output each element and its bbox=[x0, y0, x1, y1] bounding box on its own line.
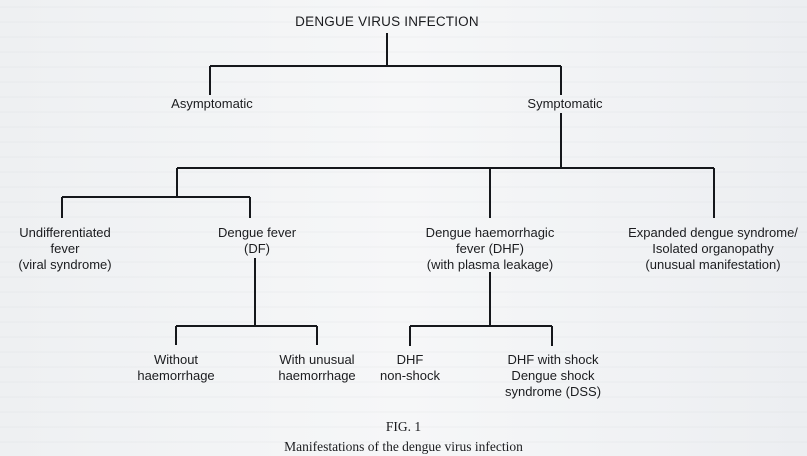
node-undifferentiated-fever: Undifferentiated fever (viral syndrome) bbox=[18, 225, 111, 273]
expanded-line-1: Expanded dengue syndrome/ bbox=[628, 225, 798, 240]
dengue-fever-line-2: (DF) bbox=[244, 241, 270, 256]
symptomatic-label: Symptomatic bbox=[527, 96, 603, 111]
expanded-line-3: (unusual manifestation) bbox=[645, 257, 781, 272]
node-dhf-non-shock: DHF non-shock bbox=[380, 352, 440, 384]
figure-title: Manifestations of the dengue virus infec… bbox=[284, 439, 523, 454]
root-label: DENGUE VIRUS INFECTION bbox=[295, 14, 479, 29]
node-with-unusual-haemorrhage: With unusual haemorrhage bbox=[278, 352, 355, 384]
node-symptomatic: Symptomatic bbox=[527, 96, 602, 112]
with-unusual-line-2: haemorrhage bbox=[278, 368, 356, 383]
with-unusual-line-1: With unusual bbox=[279, 352, 355, 367]
dhf-line-2: fever (DHF) bbox=[456, 241, 524, 256]
dhf-line-1: Dengue haemorrhagic bbox=[425, 225, 555, 240]
node-dengue-fever: Dengue fever (DF) bbox=[218, 225, 296, 257]
undifferentiated-line-2: fever bbox=[50, 241, 80, 256]
node-without-haemorrhage: Without haemorrhage bbox=[137, 352, 214, 384]
without-haem-line-2: haemorrhage bbox=[137, 368, 215, 383]
dhf-shock-line-3: syndrome (DSS) bbox=[504, 384, 602, 399]
dhf-shock-line-1: DHF with shock bbox=[507, 352, 599, 367]
node-asymptomatic: Asymptomatic bbox=[171, 96, 253, 112]
node-dhf-with-shock: DHF with shock Dengue shock syndrome (DS… bbox=[505, 352, 601, 400]
undifferentiated-line-1: Undifferentiated bbox=[19, 225, 111, 240]
dhf-nonshock-line-1: DHF bbox=[396, 352, 424, 367]
dhf-nonshock-line-2: non-shock bbox=[380, 368, 440, 383]
dengue-fever-line-1: Dengue fever bbox=[217, 225, 297, 240]
node-dhf: Dengue haemorrhagic fever (DHF) (with pl… bbox=[426, 225, 555, 273]
expanded-line-2: Isolated organopathy bbox=[652, 241, 774, 256]
node-expanded-dengue: Expanded dengue syndrome/ Isolated organ… bbox=[628, 225, 798, 273]
dhf-shock-line-2: Dengue shock bbox=[511, 368, 595, 383]
figure-label: FIG. 1 bbox=[385, 419, 422, 434]
without-haem-line-1: Without bbox=[153, 352, 199, 367]
dhf-line-3: (with plasma leakage) bbox=[426, 257, 554, 272]
asymptomatic-label: Asymptomatic bbox=[171, 96, 253, 111]
root-node: DENGUE VIRUS INFECTION bbox=[295, 14, 479, 30]
undifferentiated-line-3: (viral syndrome) bbox=[18, 257, 112, 272]
